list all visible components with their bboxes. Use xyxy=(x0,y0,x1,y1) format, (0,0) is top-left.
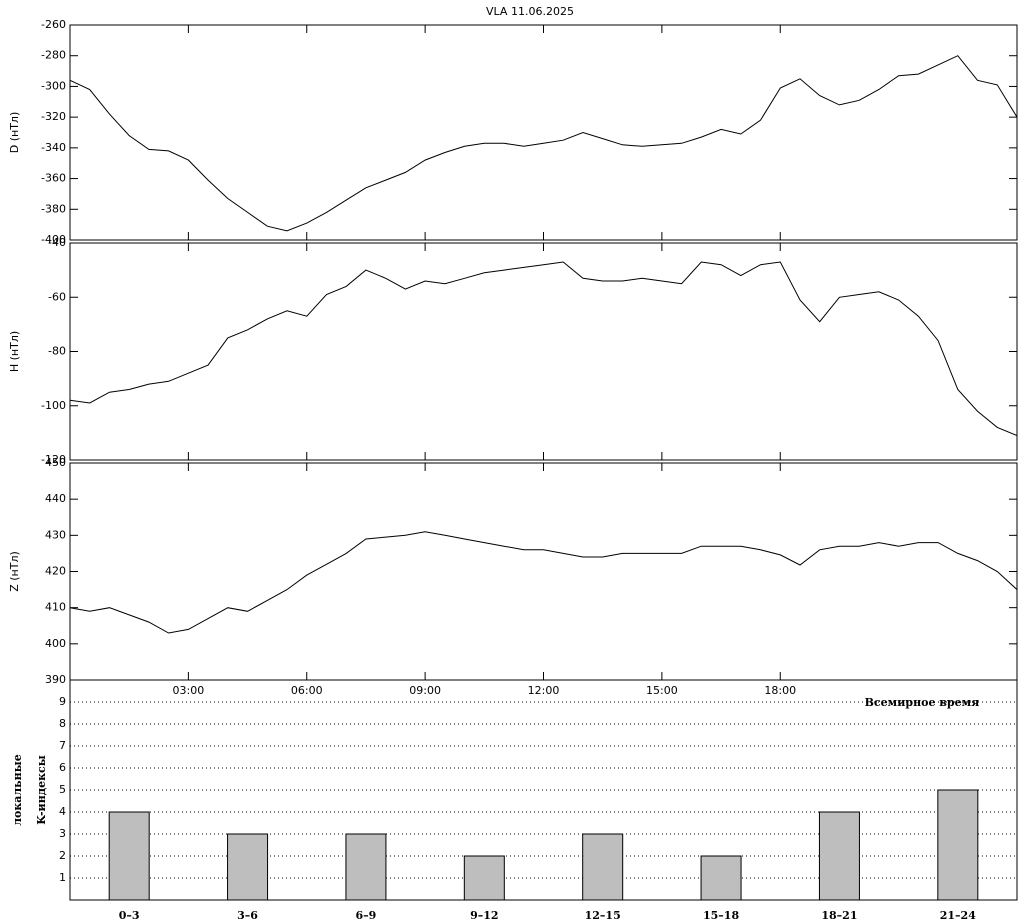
y-tick-label: -80 xyxy=(48,345,66,358)
bar xyxy=(700,855,742,901)
y-tick-label: -400 xyxy=(41,233,66,246)
plot-frame xyxy=(69,462,1018,681)
bar xyxy=(463,855,505,901)
y-tick-label: -360 xyxy=(41,172,66,185)
y-axis-label: K-индексы xyxy=(35,755,48,825)
y-tick-label: 430 xyxy=(45,528,66,541)
y-tick-label: -60 xyxy=(48,290,66,303)
y-tick-label: 410 xyxy=(45,601,66,614)
y-axis-label: H (нТл) xyxy=(8,331,21,372)
x-tick-label: 06:00 xyxy=(291,684,323,697)
y-tick-label: 390 xyxy=(45,673,66,686)
plot-frame xyxy=(69,24,1018,241)
y-tick-label: 1 xyxy=(59,871,66,884)
y-tick-label: -40 xyxy=(48,236,66,249)
y-tick-label: -340 xyxy=(41,141,66,154)
x-tick-label: 12:00 xyxy=(528,684,560,697)
y-tick-label: -300 xyxy=(41,79,66,92)
bar xyxy=(937,789,979,901)
data-line xyxy=(69,261,1018,437)
y-tick-label: -380 xyxy=(41,202,66,215)
bar xyxy=(818,811,860,901)
bar xyxy=(108,811,150,901)
y-tick-label: -260 xyxy=(41,18,66,31)
y-tick-label: 8 xyxy=(59,717,66,730)
x-tick-label: 09:00 xyxy=(409,684,441,697)
y-tick-label: 440 xyxy=(45,492,66,505)
data-line xyxy=(69,531,1018,634)
y-tick-label: 7 xyxy=(59,739,66,752)
y-tick-label: -100 xyxy=(41,399,66,412)
x-tick-label: 12–15 xyxy=(585,909,621,921)
chart-title: VLA 11.06.2025 xyxy=(486,5,574,18)
y-tick-label: -320 xyxy=(41,110,66,123)
y-axis-label: Z (нТл) xyxy=(8,551,21,592)
x-tick-label: 15–18 xyxy=(703,909,739,921)
y-tick-label: 3 xyxy=(59,827,66,840)
y-tick-label: 450 xyxy=(45,456,66,469)
x-tick-label: 18–21 xyxy=(821,909,857,921)
y-tick-label: -120 xyxy=(41,453,66,466)
y-tick-label: 9 xyxy=(59,695,66,708)
y-tick-label: 6 xyxy=(59,761,66,774)
y-tick-label: 5 xyxy=(59,783,66,796)
y-tick-label: -280 xyxy=(41,49,66,62)
y-axis-label: D (нТл) xyxy=(8,112,21,154)
x-tick-label: 0–3 xyxy=(119,909,140,921)
bar xyxy=(582,833,624,901)
x-tick-label: 9–12 xyxy=(470,909,498,921)
y-tick-label: 400 xyxy=(45,637,66,650)
plot-frame xyxy=(69,242,1018,461)
data-line xyxy=(69,55,1018,232)
bar xyxy=(345,833,387,901)
bar xyxy=(227,833,269,901)
x-tick-label: 21–24 xyxy=(940,909,976,921)
x-tick-label: 6–9 xyxy=(356,909,377,921)
x-tick-label: 3–6 xyxy=(237,909,258,921)
y-tick-label: 2 xyxy=(59,849,66,862)
y-tick-label: 4 xyxy=(59,805,66,818)
x-tick-label: 15:00 xyxy=(646,684,678,697)
y-tick-label: 420 xyxy=(45,565,66,578)
x-tick-label: 18:00 xyxy=(764,684,796,697)
y-axis-label: локальные xyxy=(11,754,24,825)
x-tick-label: 03:00 xyxy=(173,684,205,697)
